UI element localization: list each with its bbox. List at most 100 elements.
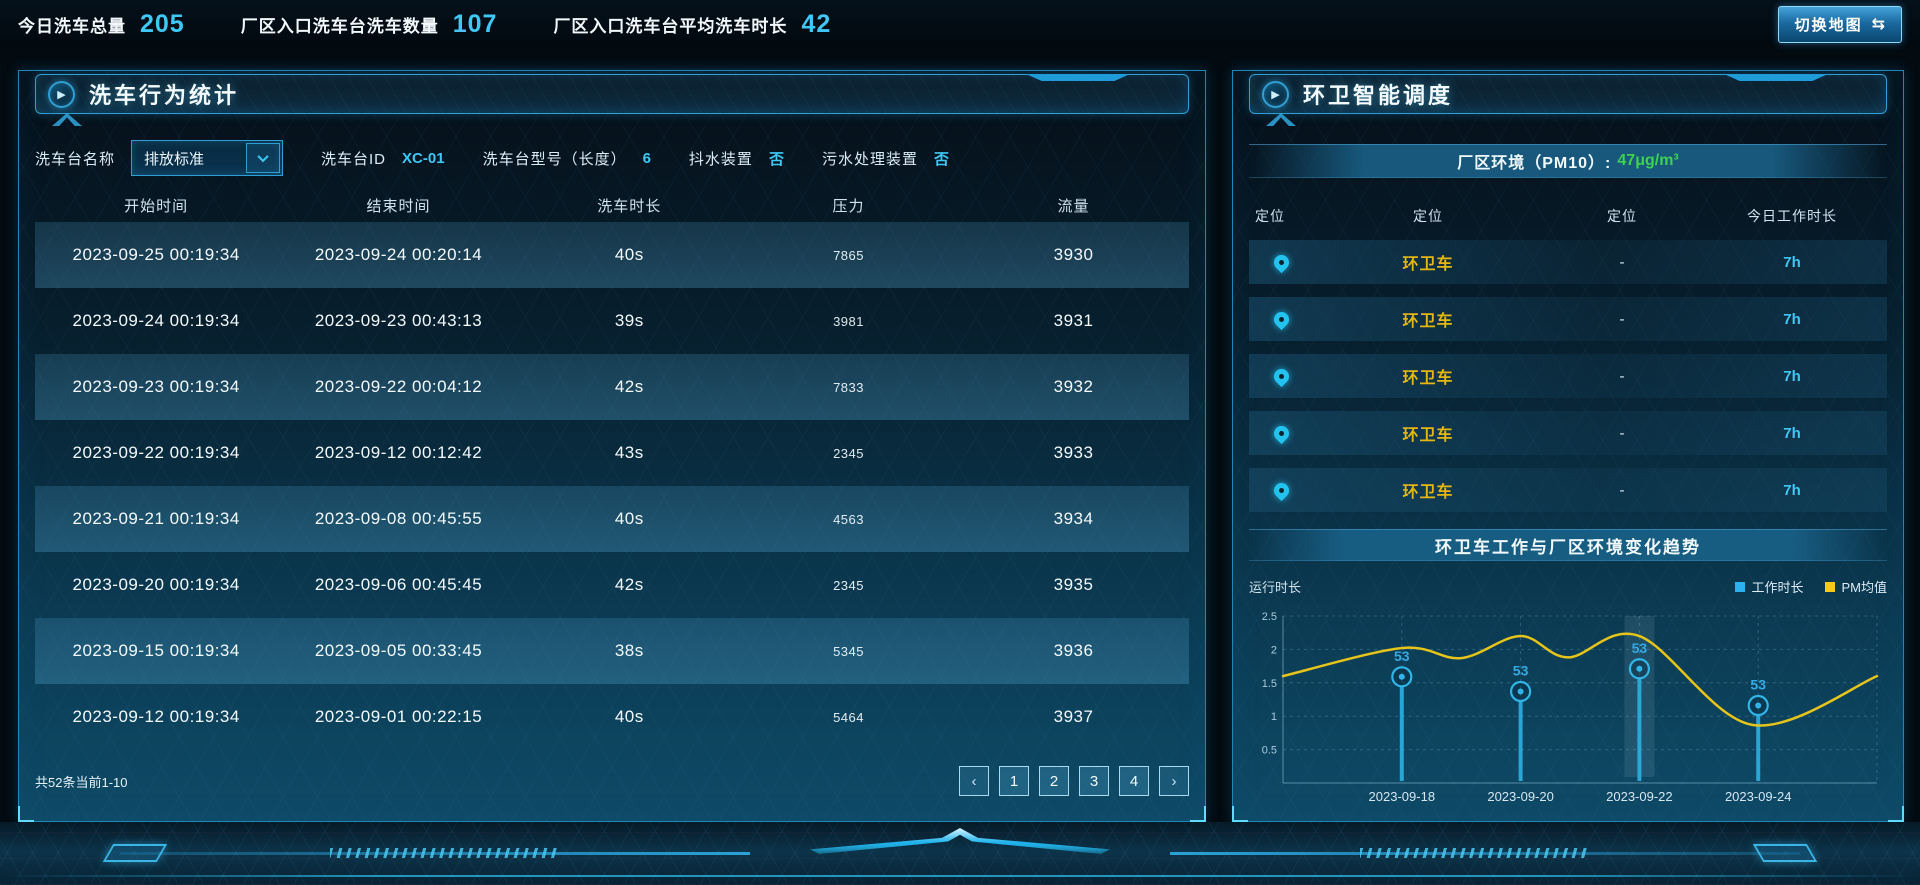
page-button-2[interactable]: 2 — [1039, 766, 1069, 796]
col-header-start-time: 开始时间 — [124, 197, 189, 215]
locate-button[interactable] — [1249, 308, 1309, 330]
switch-map-button[interactable]: 切换地图 ⇆ — [1777, 5, 1902, 43]
svg-text:2023-09-22: 2023-09-22 — [1606, 789, 1673, 804]
station-name-label: 洗车台名称 — [35, 150, 116, 168]
dropdown-chevron-box[interactable] — [246, 143, 281, 173]
cell-duration: 42s — [614, 575, 644, 594]
svg-text:2.5: 2.5 — [1262, 611, 1277, 623]
chart-legend: 工作时长 PM均值 — [1735, 577, 1887, 596]
cell-flow: 3932 — [1053, 377, 1094, 396]
vehicle-name: 环卫车 — [1402, 256, 1454, 273]
cell-start-time: 2023-09-15 00:19:34 — [72, 641, 240, 660]
vehicle-row[interactable]: 环卫车 - 7h — [1249, 411, 1887, 455]
page-button-3[interactable]: 3 — [1079, 766, 1109, 796]
table-row[interactable]: 2023-09-23 00:19:34 2023-09-22 00:04:12 … — [35, 354, 1189, 420]
svg-text:53: 53 — [1750, 677, 1766, 693]
stat-label: 厂区入口洗车台洗车数量 — [240, 16, 439, 36]
pm10-value: 47μg/m³ — [1617, 152, 1679, 169]
cell-pressure: 4563 — [833, 511, 864, 527]
header-notch-decoration — [1724, 74, 1828, 81]
svg-text:2023-09-24: 2023-09-24 — [1725, 789, 1792, 804]
cell-end-time: 2023-09-06 00:45:45 — [314, 575, 483, 594]
chevron-down-icon — [257, 150, 269, 163]
vehicle-table-header: 定位 定位 定位 今日工作时长 — [1249, 202, 1887, 230]
station-model-value: 6 — [642, 149, 651, 167]
wash-table-header: 开始时间 结束时间 洗车时长 压力 流量 — [35, 188, 1189, 222]
table-row[interactable]: 2023-09-12 00:19:34 2023-09-01 00:22:15 … — [35, 684, 1189, 750]
page-button-1[interactable]: 1 — [999, 766, 1029, 796]
cell-pressure: 2345 — [833, 445, 864, 461]
cell-end-time: 2023-09-05 00:33:45 — [314, 641, 483, 660]
pagination: ‹ 1 2 3 4 › — [959, 766, 1189, 796]
sewage-device-label: 污水处理装置 — [821, 150, 918, 168]
station-name-dropdown[interactable]: 排放标准 — [131, 140, 284, 176]
map-pin-icon — [1270, 251, 1292, 273]
vehicle-name: 环卫车 — [1402, 370, 1454, 387]
prev-page-button[interactable]: ‹ — [959, 766, 989, 796]
next-page-button[interactable]: › — [1159, 766, 1189, 796]
svg-text:2023-09-18: 2023-09-18 — [1369, 789, 1436, 804]
cell-start-time: 2023-09-21 00:19:34 — [72, 509, 240, 528]
vehicle-row[interactable]: 环卫车 - 7h — [1249, 297, 1887, 341]
col-header-location: 定位 — [1255, 208, 1285, 224]
legend-item-work-hours: 工作时长 — [1735, 577, 1803, 596]
cell-duration: 38s — [614, 641, 644, 660]
vehicle-hours: 7h — [1783, 310, 1801, 328]
cell-start-time: 2023-09-23 00:19:34 — [72, 377, 240, 396]
cell-end-time: 2023-09-08 00:45:55 — [314, 509, 483, 528]
table-row[interactable]: 2023-09-20 00:19:34 2023-09-06 00:45:45 … — [35, 552, 1189, 618]
cell-start-time: 2023-09-24 00:19:34 — [72, 311, 240, 330]
table-row[interactable]: 2023-09-24 00:19:34 2023-09-23 00:43:13 … — [35, 288, 1189, 354]
pm10-status-bar: 厂区环境（PM10）: 47μg/m³ — [1249, 144, 1887, 178]
col-header-location: 定位 — [1607, 208, 1637, 224]
locate-button[interactable] — [1249, 479, 1309, 501]
table-row[interactable]: 2023-09-25 00:19:34 2023-09-24 00:20:14 … — [35, 222, 1189, 288]
vehicle-location-placeholder: - — [1619, 367, 1625, 385]
dropdown-value: 排放标准 — [144, 150, 205, 168]
stat-value: 42 — [801, 9, 832, 38]
swap-arrows-icon: ⇆ — [1871, 16, 1885, 33]
stat-entrance-count: 厂区入口洗车台洗车数量 107 — [241, 10, 498, 39]
cell-pressure: 5345 — [833, 643, 864, 659]
vehicle-row[interactable]: 环卫车 - 7h — [1249, 354, 1887, 398]
sewage-device-value: 否 — [933, 150, 949, 168]
legend-label: PM均值 — [1841, 580, 1887, 595]
cell-start-time: 2023-09-22 00:19:34 — [72, 443, 240, 462]
hatch-decoration — [1360, 848, 1590, 858]
col-header-pressure: 压力 — [832, 197, 865, 215]
header-notch-decoration — [1026, 74, 1130, 81]
cell-flow: 3936 — [1053, 641, 1094, 660]
bottom-decoration — [0, 822, 1920, 885]
vehicle-location-placeholder: - — [1619, 481, 1625, 499]
stat-avg-duration: 厂区入口洗车台平均洗车时长 42 — [553, 10, 831, 39]
pm10-label: 厂区环境（PM10）: — [1457, 155, 1612, 172]
locate-button[interactable] — [1249, 365, 1309, 387]
vehicle-row[interactable]: 环卫车 - 7h — [1249, 468, 1887, 512]
vehicle-hours: 7h — [1783, 253, 1801, 271]
table-row[interactable]: 2023-09-22 00:19:34 2023-09-12 00:12:42 … — [35, 420, 1189, 486]
chart-y-axis-label: 运行时长 — [1249, 580, 1302, 595]
legend-item-pm-avg: PM均值 — [1825, 577, 1887, 596]
page-button-4[interactable]: 4 — [1119, 766, 1149, 796]
locate-button[interactable] — [1249, 422, 1309, 444]
col-header-work-hours: 今日工作时长 — [1747, 208, 1837, 224]
cell-duration: 39s — [614, 311, 644, 330]
cell-flow: 3931 — [1053, 311, 1094, 330]
vehicle-name: 环卫车 — [1402, 427, 1454, 444]
stat-today-total: 今日洗车总量 205 — [18, 10, 185, 39]
cell-start-time: 2023-09-20 00:19:34 — [72, 575, 240, 594]
svg-text:2023-09-20: 2023-09-20 — [1487, 789, 1554, 804]
map-pin-icon — [1270, 479, 1292, 501]
vehicle-row[interactable]: 环卫车 - 7h — [1249, 240, 1887, 284]
col-header-flow: 流量 — [1057, 197, 1090, 215]
wash-table: 开始时间 结束时间 洗车时长 压力 流量 2023-09-25 00:19:34… — [35, 188, 1189, 750]
sanitation-panel-header: ▶ 环卫智能调度 — [1249, 74, 1887, 126]
play-icon: ▶ — [1262, 80, 1289, 108]
legend-swatch-blue — [1735, 581, 1746, 592]
table-row[interactable]: 2023-09-15 00:19:34 2023-09-05 00:33:45 … — [35, 618, 1189, 684]
locate-button[interactable] — [1249, 251, 1309, 273]
panel-title: 环卫智能调度 — [1303, 83, 1454, 108]
cell-duration: 43s — [614, 443, 644, 462]
stat-label: 今日洗车总量 — [18, 16, 126, 36]
table-row[interactable]: 2023-09-21 00:19:34 2023-09-08 00:45:55 … — [35, 486, 1189, 552]
